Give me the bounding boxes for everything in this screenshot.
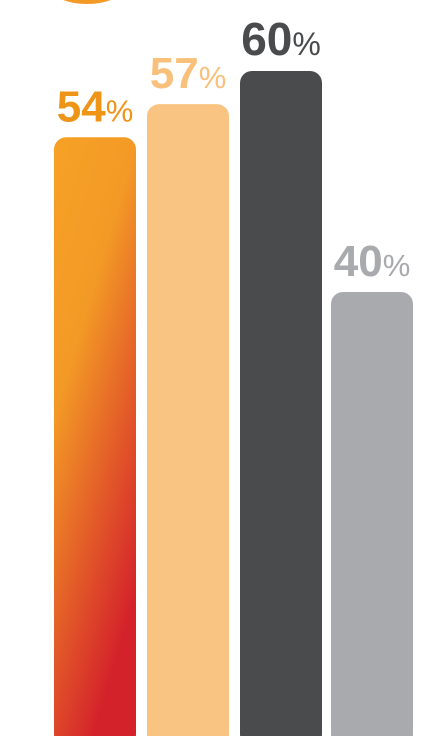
bar-2-unit: % — [199, 60, 227, 95]
bar-1-unit: % — [106, 93, 134, 128]
bar-1-value: 54 — [57, 82, 106, 131]
bars-group — [54, 71, 413, 736]
bar-3-unit: % — [292, 26, 320, 62]
decorative-arc — [52, 0, 122, 4]
bar-2-label: 57% — [150, 49, 227, 98]
bar-1 — [54, 137, 136, 736]
bar-4 — [331, 292, 413, 736]
bar-3-value: 60 — [241, 13, 292, 65]
bar-4-value: 40 — [334, 237, 383, 286]
labels-group: 54%57%60%40% — [57, 13, 411, 286]
bar-2-value: 57 — [150, 49, 199, 98]
bar-3 — [240, 71, 322, 736]
bar-3-label: 60% — [241, 13, 321, 65]
bar-4-label: 40% — [334, 237, 411, 286]
bar-1-label: 54% — [57, 82, 134, 131]
bar-2 — [147, 104, 229, 736]
bar-4-unit: % — [383, 248, 411, 283]
